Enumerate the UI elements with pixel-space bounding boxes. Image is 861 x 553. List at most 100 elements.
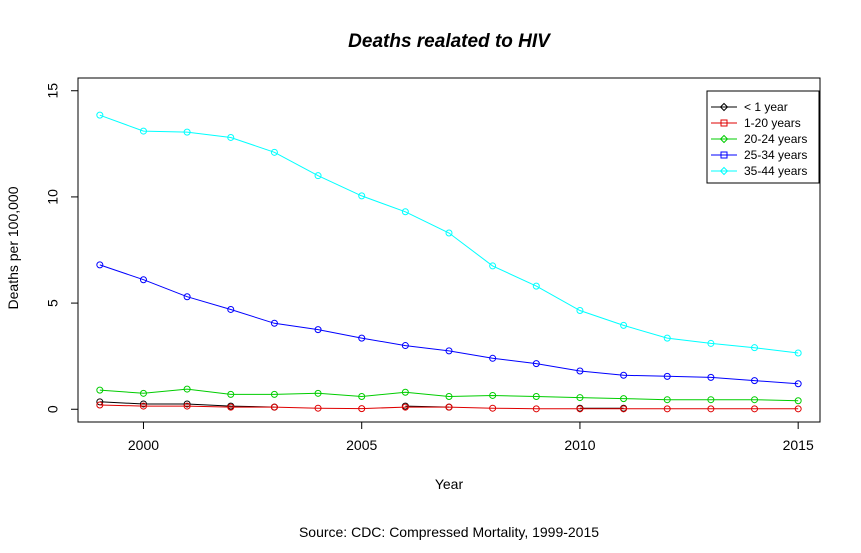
data-point [751, 344, 759, 352]
data-point [489, 404, 497, 412]
data-point [401, 208, 409, 216]
data-point [139, 400, 147, 408]
data-point [139, 127, 147, 135]
series-line [99, 388, 799, 402]
data-point [489, 354, 497, 362]
data-point [620, 405, 628, 413]
legend-diamond-marker [719, 166, 729, 176]
data-point [751, 396, 759, 404]
data-point [358, 393, 366, 401]
legend-diamond-marker [719, 102, 729, 112]
data-point [183, 293, 191, 301]
data-point [96, 401, 104, 409]
data-point [532, 282, 540, 290]
y-axis-label: Deaths per 100,000 [5, 186, 21, 309]
series-line [99, 264, 799, 385]
series-35-44-years [96, 111, 802, 357]
legend-item-25-34-years: 25-34 years [711, 148, 807, 162]
data-point [532, 405, 540, 413]
series-line [99, 114, 799, 354]
data-point [139, 389, 147, 397]
y-tick-label: 15 [45, 83, 61, 99]
x-tick-label: 2005 [346, 437, 377, 453]
data-point [663, 334, 671, 342]
data-point [270, 319, 278, 327]
data-point [489, 262, 497, 270]
data-point [707, 339, 715, 347]
legend-diamond-marker [719, 134, 729, 144]
data-point [663, 405, 671, 413]
data-point [401, 403, 409, 411]
data-point [576, 405, 584, 413]
data-point [139, 276, 147, 284]
x-tick-label: 2015 [783, 437, 814, 453]
data-point [751, 405, 759, 413]
data-point [532, 393, 540, 401]
legend: < 1 year 1-20 years 20-24 years 25-34 years… [706, 90, 820, 184]
legend-item-20-24-years: 20-24 years [711, 132, 807, 146]
legend-label: < 1 year [744, 100, 788, 114]
data-point [489, 391, 497, 399]
series-25-34-years [96, 261, 802, 388]
legend-label: 20-24 years [744, 132, 807, 146]
data-point [270, 148, 278, 156]
data-point [620, 321, 628, 329]
data-point [401, 342, 409, 350]
data-point [96, 386, 104, 394]
data-point [532, 360, 540, 368]
legend-item-1-20-years: 1-20 years [711, 116, 801, 130]
series-1-20-years [96, 401, 802, 413]
data-point [96, 111, 104, 119]
data-point [751, 377, 759, 385]
chart-title: Deaths realated to HIV [348, 31, 551, 52]
data-point [794, 397, 802, 405]
data-point [445, 229, 453, 237]
plot-series [96, 111, 802, 413]
data-point [576, 394, 584, 402]
series-1-year [96, 398, 628, 412]
y-tick-label: 10 [45, 189, 61, 205]
series-line [99, 401, 275, 408]
data-point [358, 405, 366, 413]
data-point [663, 372, 671, 380]
y-axis: 0 5 10 15 [45, 83, 79, 413]
data-point [576, 367, 584, 375]
data-point [445, 393, 453, 401]
data-point [401, 388, 409, 396]
data-point [445, 347, 453, 355]
data-point [794, 349, 802, 357]
data-point [227, 403, 235, 411]
x-tick-label: 2000 [128, 437, 159, 453]
data-point [663, 396, 671, 404]
y-tick-label: 5 [45, 299, 61, 307]
data-point [183, 400, 191, 408]
legend-label: 25-34 years [744, 148, 807, 162]
x-tick-label: 2010 [564, 437, 595, 453]
data-point [707, 396, 715, 404]
data-point [270, 390, 278, 398]
series-20-24-years [96, 385, 802, 405]
data-point [794, 405, 802, 413]
data-point [314, 326, 322, 334]
x-axis-label: Year [435, 476, 464, 492]
data-point [620, 395, 628, 403]
data-point [358, 334, 366, 342]
legend-item-1-year: < 1 year [711, 100, 788, 114]
data-point [314, 404, 322, 412]
data-point [227, 133, 235, 141]
data-point [576, 307, 584, 315]
data-point [707, 405, 715, 413]
data-point [183, 402, 191, 410]
series-line [99, 404, 799, 410]
data-point [227, 390, 235, 398]
data-point [96, 261, 104, 269]
data-point [227, 305, 235, 313]
chart-subtitle: Source: CDC: Compressed Mortality, 1999-… [299, 524, 599, 540]
data-point [620, 371, 628, 379]
data-point [358, 192, 366, 200]
data-point [183, 385, 191, 393]
legend-square-marker [720, 119, 728, 127]
data-point [314, 172, 322, 180]
legend-item-35-44-years: 35-44 years [711, 164, 807, 178]
